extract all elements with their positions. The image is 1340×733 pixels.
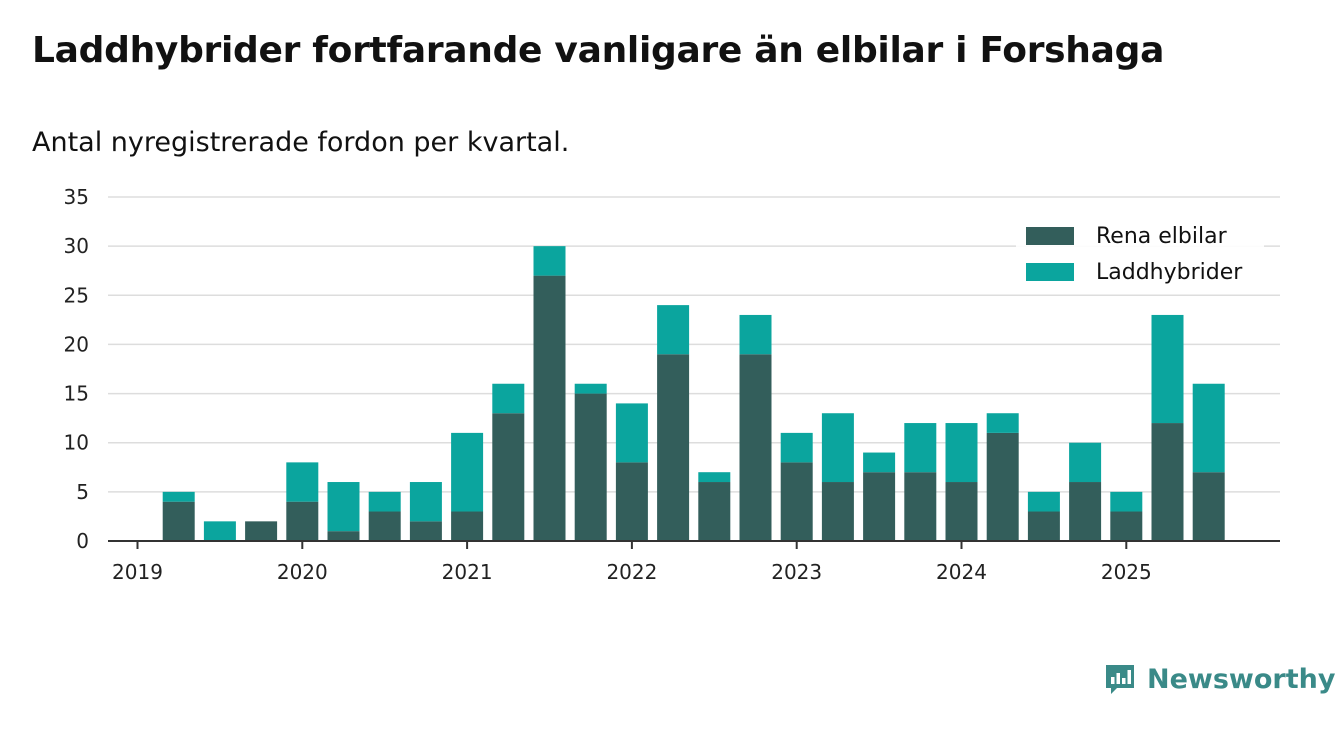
bar-rena-elbilar-2022-Q3: [698, 482, 731, 541]
bar-rena-elbilar-2021-Q4: [574, 393, 607, 541]
newsworthy-logo-icon: [1106, 665, 1134, 694]
bar-rena-elbilar-2020-Q1: [286, 501, 319, 541]
bar-laddhybrider-2020-Q1: [286, 462, 319, 502]
legend-label-laddhybrider: Laddhybrider: [1096, 259, 1243, 285]
x-tick-label-2022: 2022: [606, 560, 657, 584]
bar-rena-elbilar-2019-Q4: [245, 521, 278, 541]
bar-rena-elbilar-2020-Q3: [368, 511, 401, 541]
y-tick-label-20: 20: [64, 332, 89, 356]
bar-laddhybrider-2019-Q3: [203, 521, 236, 541]
bar-laddhybrider-2020-Q4: [409, 482, 442, 522]
bar-laddhybrider-2025-Q3: [1192, 383, 1225, 473]
bar-laddhybrider-2019-Q2: [162, 491, 195, 502]
legend: Rena elbilar Laddhybrider: [1016, 212, 1264, 294]
x-tick-label-2023: 2023: [771, 560, 822, 584]
bar-rena-elbilar-2025-Q3: [1192, 472, 1225, 541]
bar-laddhybrider-2023-Q2: [821, 413, 854, 483]
y-tick-label-25: 25: [64, 283, 89, 307]
bar-rena-elbilar-2024-Q3: [1027, 511, 1060, 541]
y-tick-label-30: 30: [64, 234, 89, 258]
bar-rena-elbilar-2020-Q4: [409, 521, 442, 541]
bar-laddhybrider-2023-Q3: [863, 452, 896, 473]
legend-swatch-laddhybrider: [1026, 263, 1074, 281]
bar-laddhybrider-2024-Q2: [986, 413, 1019, 433]
newsworthy-logo: Newsworthy: [1103, 662, 1335, 696]
newsworthy-logo-text: Newsworthy: [1147, 663, 1336, 695]
bar-laddhybrider-2021-Q2: [492, 383, 525, 414]
bar-rena-elbilar-2023-Q4: [904, 472, 937, 541]
bar-laddhybrider-2020-Q2: [327, 482, 360, 532]
bar-laddhybrider-2024-Q3: [1027, 491, 1060, 512]
chart-title: Laddhybrider fortfarande vanligare än el…: [32, 30, 1165, 71]
bar-laddhybrider-2020-Q3: [368, 491, 401, 512]
legend-label-rena-elbilar: Rena elbilar: [1096, 223, 1227, 249]
bar-laddhybrider-2022-Q3: [698, 472, 731, 483]
x-axis-ticks: 2019 2020 2021 2022 2023 2024 2025: [112, 541, 1152, 584]
bar-laddhybrider-2022-Q1: [615, 403, 648, 463]
chart-subtitle: Antal nyregistrerade fordon per kvartal.: [32, 127, 570, 158]
bar-rena-elbilar-2025-Q1: [1110, 511, 1143, 541]
x-tick-label-2024: 2024: [936, 560, 987, 584]
bar-rena-elbilar-2022-Q2: [657, 354, 690, 541]
bar-rena-elbilar-2023-Q1: [780, 462, 813, 541]
bar-rena-elbilar-2022-Q1: [615, 462, 648, 541]
y-tick-label-10: 10: [64, 431, 89, 455]
x-tick-label-2021: 2021: [442, 560, 493, 584]
bar-rena-elbilar-2019-Q2: [162, 501, 195, 541]
y-tick-label-35: 35: [64, 185, 89, 209]
bar-rena-elbilar-2021-Q2: [492, 413, 525, 541]
y-axis-ticks: 0 5 10 15 20 25 30 35: [64, 185, 89, 553]
bar-rena-elbilar-2024-Q4: [1069, 482, 1102, 541]
bar-rena-elbilar-2022-Q4: [739, 354, 772, 541]
bar-rena-elbilar-2024-Q1: [945, 482, 978, 541]
bar-rena-elbilar-2021-Q3: [533, 275, 566, 541]
bar-rena-elbilar-2021-Q1: [451, 511, 484, 541]
x-tick-label-2025: 2025: [1101, 560, 1152, 584]
y-tick-label-0: 0: [76, 529, 89, 553]
bar-laddhybrider-2022-Q2: [657, 305, 690, 355]
x-tick-label-2019: 2019: [112, 560, 163, 584]
legend-item-laddhybrider: Laddhybrider: [1026, 259, 1243, 285]
bar-laddhybrider-2023-Q1: [780, 432, 813, 463]
bar-rena-elbilar-2024-Q2: [986, 432, 1019, 541]
bar-laddhybrider-2021-Q4: [574, 383, 607, 394]
bar-laddhybrider-2023-Q4: [904, 423, 937, 473]
bar-laddhybrider-2025-Q2: [1151, 314, 1184, 424]
y-tick-label-5: 5: [76, 480, 89, 504]
bar-rena-elbilar-2025-Q2: [1151, 423, 1184, 541]
legend-item-rena-elbilar: Rena elbilar: [1026, 223, 1227, 249]
bar-rena-elbilar-2020-Q2: [327, 531, 360, 541]
bar-laddhybrider-2024-Q4: [1069, 442, 1102, 483]
x-tick-label-2020: 2020: [277, 560, 328, 584]
bars: [162, 246, 1225, 541]
bar-laddhybrider-2025-Q1: [1110, 491, 1143, 512]
bar-laddhybrider-2021-Q1: [451, 432, 484, 512]
legend-swatch-rena-elbilar: [1026, 227, 1074, 245]
bar-laddhybrider-2022-Q4: [739, 314, 772, 355]
bar-rena-elbilar-2023-Q3: [863, 472, 896, 541]
bar-laddhybrider-2024-Q1: [945, 423, 978, 483]
y-tick-label-15: 15: [64, 382, 89, 406]
bar-laddhybrider-2021-Q3: [533, 246, 566, 276]
bar-rena-elbilar-2023-Q2: [821, 482, 854, 541]
